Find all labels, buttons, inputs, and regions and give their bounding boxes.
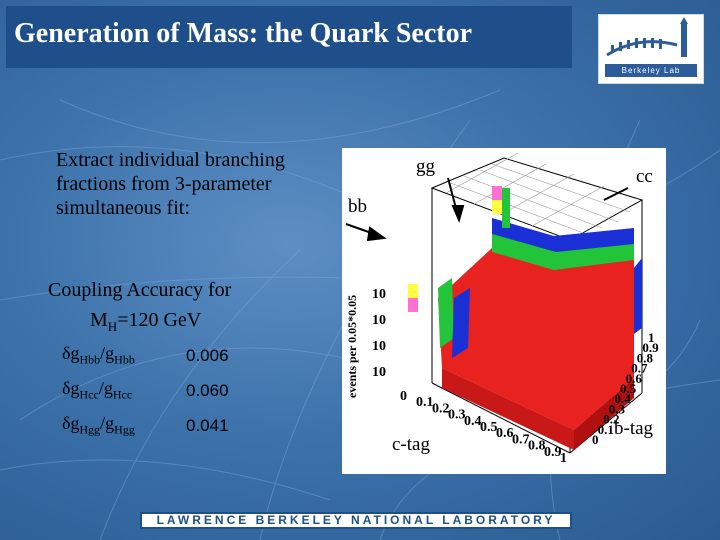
y-tick: 0.9 <box>642 340 659 355</box>
x-tick: 0.3 <box>448 408 466 423</box>
label-gg: gg <box>416 156 435 177</box>
z-tick: 10 <box>372 339 386 354</box>
coupling-value: 0.006 <box>186 345 229 365</box>
lego-plot-figure: events per 0.05*0.05 10 10 10 10 0 0.1 0.2… <box>342 148 666 474</box>
logo-label: Berkeley Lab <box>605 64 697 77</box>
x-tick: 0.5 <box>480 420 498 435</box>
coupling-value: 0.041 <box>186 415 229 435</box>
coupling-label: δgHbb/gHbb <box>62 338 186 373</box>
z-tick: 10 <box>372 365 386 380</box>
mass-subscript: H <box>107 319 118 334</box>
coupling-value: 0.060 <box>186 380 229 400</box>
green-band-left <box>438 278 454 348</box>
axis-labels: events per 0.05*0.05 10 10 10 10 <box>345 287 386 398</box>
berkeley-lab-logo: Berkeley Lab <box>598 14 704 84</box>
y-tick: 0 <box>592 432 599 447</box>
y-tick: 0.2 <box>603 412 619 427</box>
label-c-tag: c-tag <box>392 434 430 455</box>
blue-band-left <box>452 288 470 358</box>
y-tick-labels: 00.10.20.30.40.50.60.70.80.91 <box>592 330 659 447</box>
bb-spike-pink <box>408 298 418 312</box>
gg-spike-yellow <box>492 200 502 214</box>
coupling-subscript: Hgg <box>114 422 135 437</box>
table-row: δgHgg/gHgg 0.041 <box>62 408 266 443</box>
coupling-accuracy-table: δgHbb/gHbb 0.006 δgHcc/gHcc 0.060 δgHgg/… <box>62 338 266 443</box>
delta-symbol: δ <box>62 413 71 434</box>
bb-spike-yellow <box>408 284 418 298</box>
slash: / <box>100 413 106 434</box>
y-tick: 0.4 <box>614 391 631 406</box>
footer-lab-name: LAWRENCE BERKELEY NATIONAL LABORATORY <box>140 512 572 529</box>
y-tick: 0.3 <box>609 401 626 416</box>
gg-spike-green <box>502 188 510 228</box>
coupling-subscript: Hbb <box>114 352 135 367</box>
coupling-symbol: g <box>70 343 80 364</box>
x-tick: 1 <box>560 451 567 466</box>
mass-value: =120 GeV <box>117 309 202 331</box>
gg-arrow-head <box>451 205 465 223</box>
coupling-subscript: Hbb <box>79 352 101 367</box>
intro-text: Extract individual branching fractions f… <box>56 149 285 219</box>
z-tick: 10 <box>372 287 386 302</box>
box-top-edge <box>430 157 644 241</box>
bb-arrow-head <box>366 226 387 242</box>
mass-symbol: M <box>90 309 108 331</box>
title-bar <box>6 6 572 68</box>
delta-symbol: δ <box>62 378 71 399</box>
coupling-symbol: g <box>105 343 115 364</box>
x-tick: 0.6 <box>496 426 514 441</box>
coupling-subscript: Hcc <box>112 387 133 402</box>
red-surface <box>438 248 634 430</box>
table-row: δgHcc/gHcc 0.060 <box>62 373 266 408</box>
y-tick: 0.8 <box>637 350 654 365</box>
coupling-symbol: g <box>70 378 80 399</box>
coupling-symbol: g <box>70 413 80 434</box>
label-cc: cc <box>636 166 653 187</box>
box-bottom-left <box>431 382 571 454</box>
x-tick: 0.1 <box>416 395 434 410</box>
red-front <box>442 368 574 450</box>
x-tick: 0.2 <box>432 401 450 416</box>
y-tick: 0.5 <box>620 381 637 396</box>
y-tick: 0.7 <box>631 361 648 376</box>
z-tick: 10 <box>372 313 386 328</box>
coupling-label: δgHcc/gHcc <box>62 373 186 408</box>
lego-plot: events per 0.05*0.05 10 10 10 10 0 0.10.2… <box>345 152 659 466</box>
blue-band-right <box>634 258 642 334</box>
z-axis-label: events per 0.05*0.05 <box>345 295 359 398</box>
x-tick: 0 <box>400 389 407 404</box>
slide-title: Generation of Mass: the Quark Sector <box>14 18 473 49</box>
x-tick: 0.4 <box>464 414 482 429</box>
coupling-symbol: g <box>103 378 113 399</box>
y-tick: 1 <box>648 330 655 345</box>
coupling-title: Coupling Accuracy for <box>48 279 232 301</box>
y-tick: 0.6 <box>626 371 643 386</box>
x-tick: 0.8 <box>528 439 546 454</box>
gg-spike-pink <box>492 186 502 200</box>
label-bb: bb <box>348 196 367 217</box>
annotation-arrows <box>345 177 629 242</box>
table-row: δgHbb/gHbb 0.006 <box>62 338 266 373</box>
delta-symbol: δ <box>62 343 71 364</box>
coupling-subscript: Hcc <box>79 387 99 402</box>
x-tick-labels: 0 0.10.20.30.40.50.60.70.80.91 <box>400 389 567 466</box>
coupling-label: δgHgg/gHgg <box>62 408 186 443</box>
x-tick: 0.9 <box>544 445 562 460</box>
slash: / <box>100 343 106 364</box>
red-side <box>574 378 634 450</box>
label-b-tag: b-tag <box>614 418 654 439</box>
plot-grid <box>445 152 631 235</box>
blue-band <box>492 218 634 252</box>
slash: / <box>98 378 104 399</box>
coupling-subscript: Hgg <box>79 422 101 437</box>
lab-building-icon <box>606 17 688 57</box>
coupling-mass: MH=120 GeV <box>90 308 201 339</box>
y-tick: 0.1 <box>598 422 614 437</box>
coupling-symbol: g <box>105 413 115 434</box>
cc-arrow <box>603 187 629 201</box>
x-tick: 0.7 <box>512 432 530 447</box>
